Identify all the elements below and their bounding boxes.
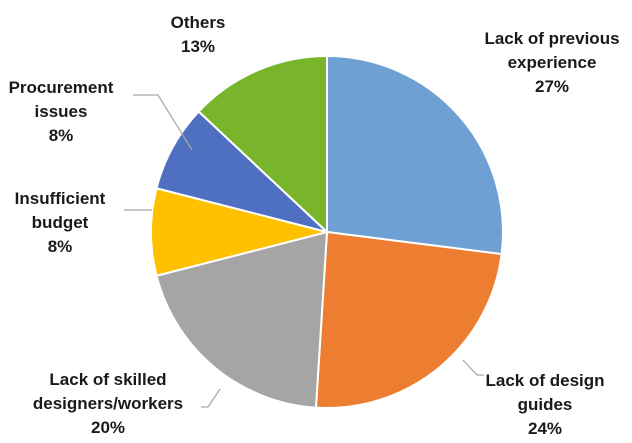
pie-slice-procurement-issues <box>155 110 328 233</box>
data-label-percent-others: 13% <box>181 37 215 56</box>
data-label-lack-of-skilled-designers-workers: Lack of skilled <box>49 370 166 389</box>
pie-slice-others <box>197 54 328 235</box>
data-label-others: Others <box>171 13 226 32</box>
data-label-percent-insufficient-budget: 8% <box>48 237 73 256</box>
leader-line-procurement-issues <box>133 94 193 151</box>
pie-slice-insufficient-budget <box>150 187 328 277</box>
data-label-lack-of-previous-experience: Lack of previous <box>484 29 619 48</box>
data-label-insufficient-budget: Insufficient <box>15 189 106 208</box>
data-label-percent-lack-of-design-guides: 24% <box>528 419 562 438</box>
data-label-lack-of-design-guides: Lack of design <box>485 371 604 390</box>
data-label-percent-procurement-issues: 8% <box>49 126 74 145</box>
data-label-percent-lack-of-skilled-designers-workers: 20% <box>91 418 125 437</box>
leader-line-lack-of-skilled-designers-workers <box>201 388 221 408</box>
data-label-percent-lack-of-previous-experience: 27% <box>535 77 569 96</box>
data-label-procurement-issues: issues <box>35 102 88 121</box>
data-label-lack-of-skilled-designers-workers: designers/workers <box>33 394 183 413</box>
data-label-insufficient-budget: budget <box>32 213 89 232</box>
data-label-lack-of-previous-experience: experience <box>508 53 597 72</box>
pie-slice-lack-of-previous-experience <box>326 54 504 256</box>
leader-line-lack-of-design-guides <box>462 359 484 376</box>
pie-slice-lack-of-design-guides <box>314 230 503 409</box>
data-label-procurement-issues: Procurement <box>9 78 114 97</box>
pie-slice-lack-of-skilled-designers-workers <box>155 230 329 409</box>
data-label-lack-of-design-guides: guides <box>518 395 573 414</box>
